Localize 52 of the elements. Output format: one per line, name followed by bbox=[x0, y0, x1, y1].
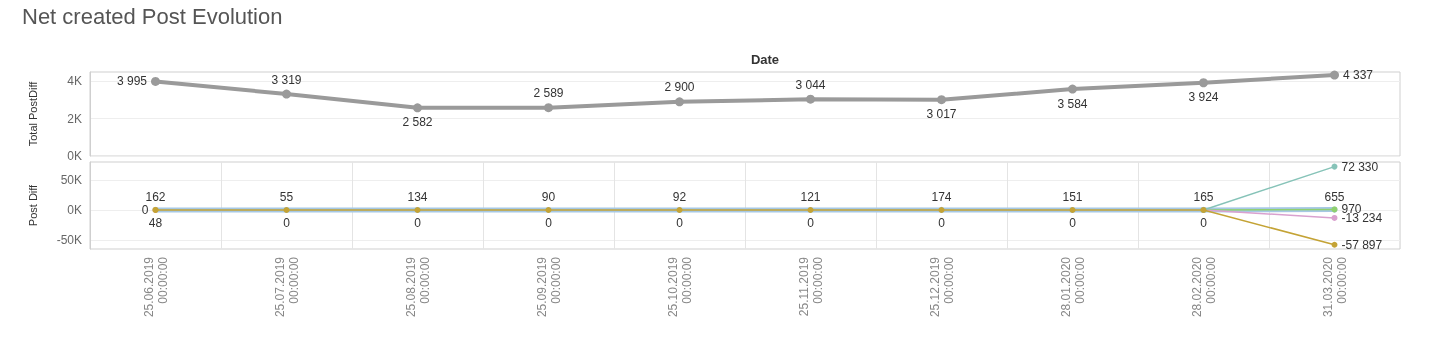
data-label: 92 bbox=[672, 189, 687, 204]
x-tick-label: 25.06.2019 00:00:00 bbox=[141, 256, 170, 318]
data-label: 3 995 bbox=[116, 74, 148, 89]
data-label: 0 bbox=[414, 216, 422, 230]
data-label: 4 337 bbox=[1343, 68, 1374, 83]
data-label: 48 bbox=[148, 215, 163, 230]
x-tick-label: 31.03.2020 00:00:00 bbox=[1320, 256, 1349, 318]
y-tick-label: 50K bbox=[60, 173, 82, 187]
data-label: 90 bbox=[541, 189, 556, 204]
data-label: 151 bbox=[1062, 189, 1083, 204]
data-label: 3 044 bbox=[795, 77, 826, 92]
data-label: 2 589 bbox=[533, 86, 564, 101]
data-label: 174 bbox=[931, 189, 952, 204]
x-tick-label: 25.09.2019 00:00:00 bbox=[534, 256, 563, 318]
data-label: 72 330 bbox=[1341, 159, 1379, 174]
x-tick-label: 25.10.2019 00:00:00 bbox=[665, 256, 694, 318]
x-tick-label: 28.01.2020 00:00:00 bbox=[1058, 256, 1087, 318]
y-tick-label: -50K bbox=[56, 233, 82, 247]
x-tick-label: 25.11.2019 00:00:00 bbox=[796, 256, 825, 317]
data-label: 0 bbox=[1069, 216, 1077, 230]
data-label: 0 bbox=[1200, 216, 1208, 230]
data-label: 162 bbox=[145, 189, 166, 204]
data-label: -57 897 bbox=[1341, 237, 1383, 252]
data-label: 3 017 bbox=[926, 107, 957, 122]
x-tick-label: 25.12.2019 00:00:00 bbox=[927, 256, 956, 318]
data-label: 55 bbox=[279, 189, 294, 204]
y-tick-label: 0K bbox=[67, 203, 82, 217]
data-label: 3 924 bbox=[1188, 90, 1219, 105]
chart-title: Net created Post Evolution bbox=[22, 4, 283, 30]
x-tick-label: 25.08.2019 00:00:00 bbox=[403, 256, 432, 318]
y-axis-title: Total PostDiff bbox=[26, 80, 39, 147]
data-label: 0 bbox=[676, 216, 684, 230]
data-label: 3 584 bbox=[1057, 96, 1088, 111]
data-label: 0 bbox=[807, 216, 815, 230]
y-tick-label: 4K bbox=[67, 74, 82, 89]
data-label: 134 bbox=[407, 189, 428, 204]
data-label: 0 bbox=[938, 216, 946, 230]
x-tick-label: 25.07.2019 00:00:00 bbox=[272, 256, 301, 318]
data-label: 2 900 bbox=[664, 80, 695, 95]
y-tick-label: 0K bbox=[67, 149, 82, 163]
y-axis-title: Post Diff bbox=[26, 183, 39, 227]
x-tick-label: 28.02.2020 00:00:00 bbox=[1189, 256, 1218, 318]
data-label: 165 bbox=[1193, 189, 1214, 204]
x-axis-title: Date bbox=[750, 52, 780, 67]
data-label: 2 582 bbox=[402, 115, 433, 130]
data-label: 655 bbox=[1324, 189, 1345, 204]
data-label: 0 bbox=[141, 203, 149, 217]
y-tick-label: 2K bbox=[67, 111, 82, 126]
data-label: 3 319 bbox=[271, 72, 302, 87]
data-label: 121 bbox=[800, 189, 821, 204]
data-label: 0 bbox=[283, 216, 291, 230]
data-label: 0 bbox=[545, 216, 553, 230]
